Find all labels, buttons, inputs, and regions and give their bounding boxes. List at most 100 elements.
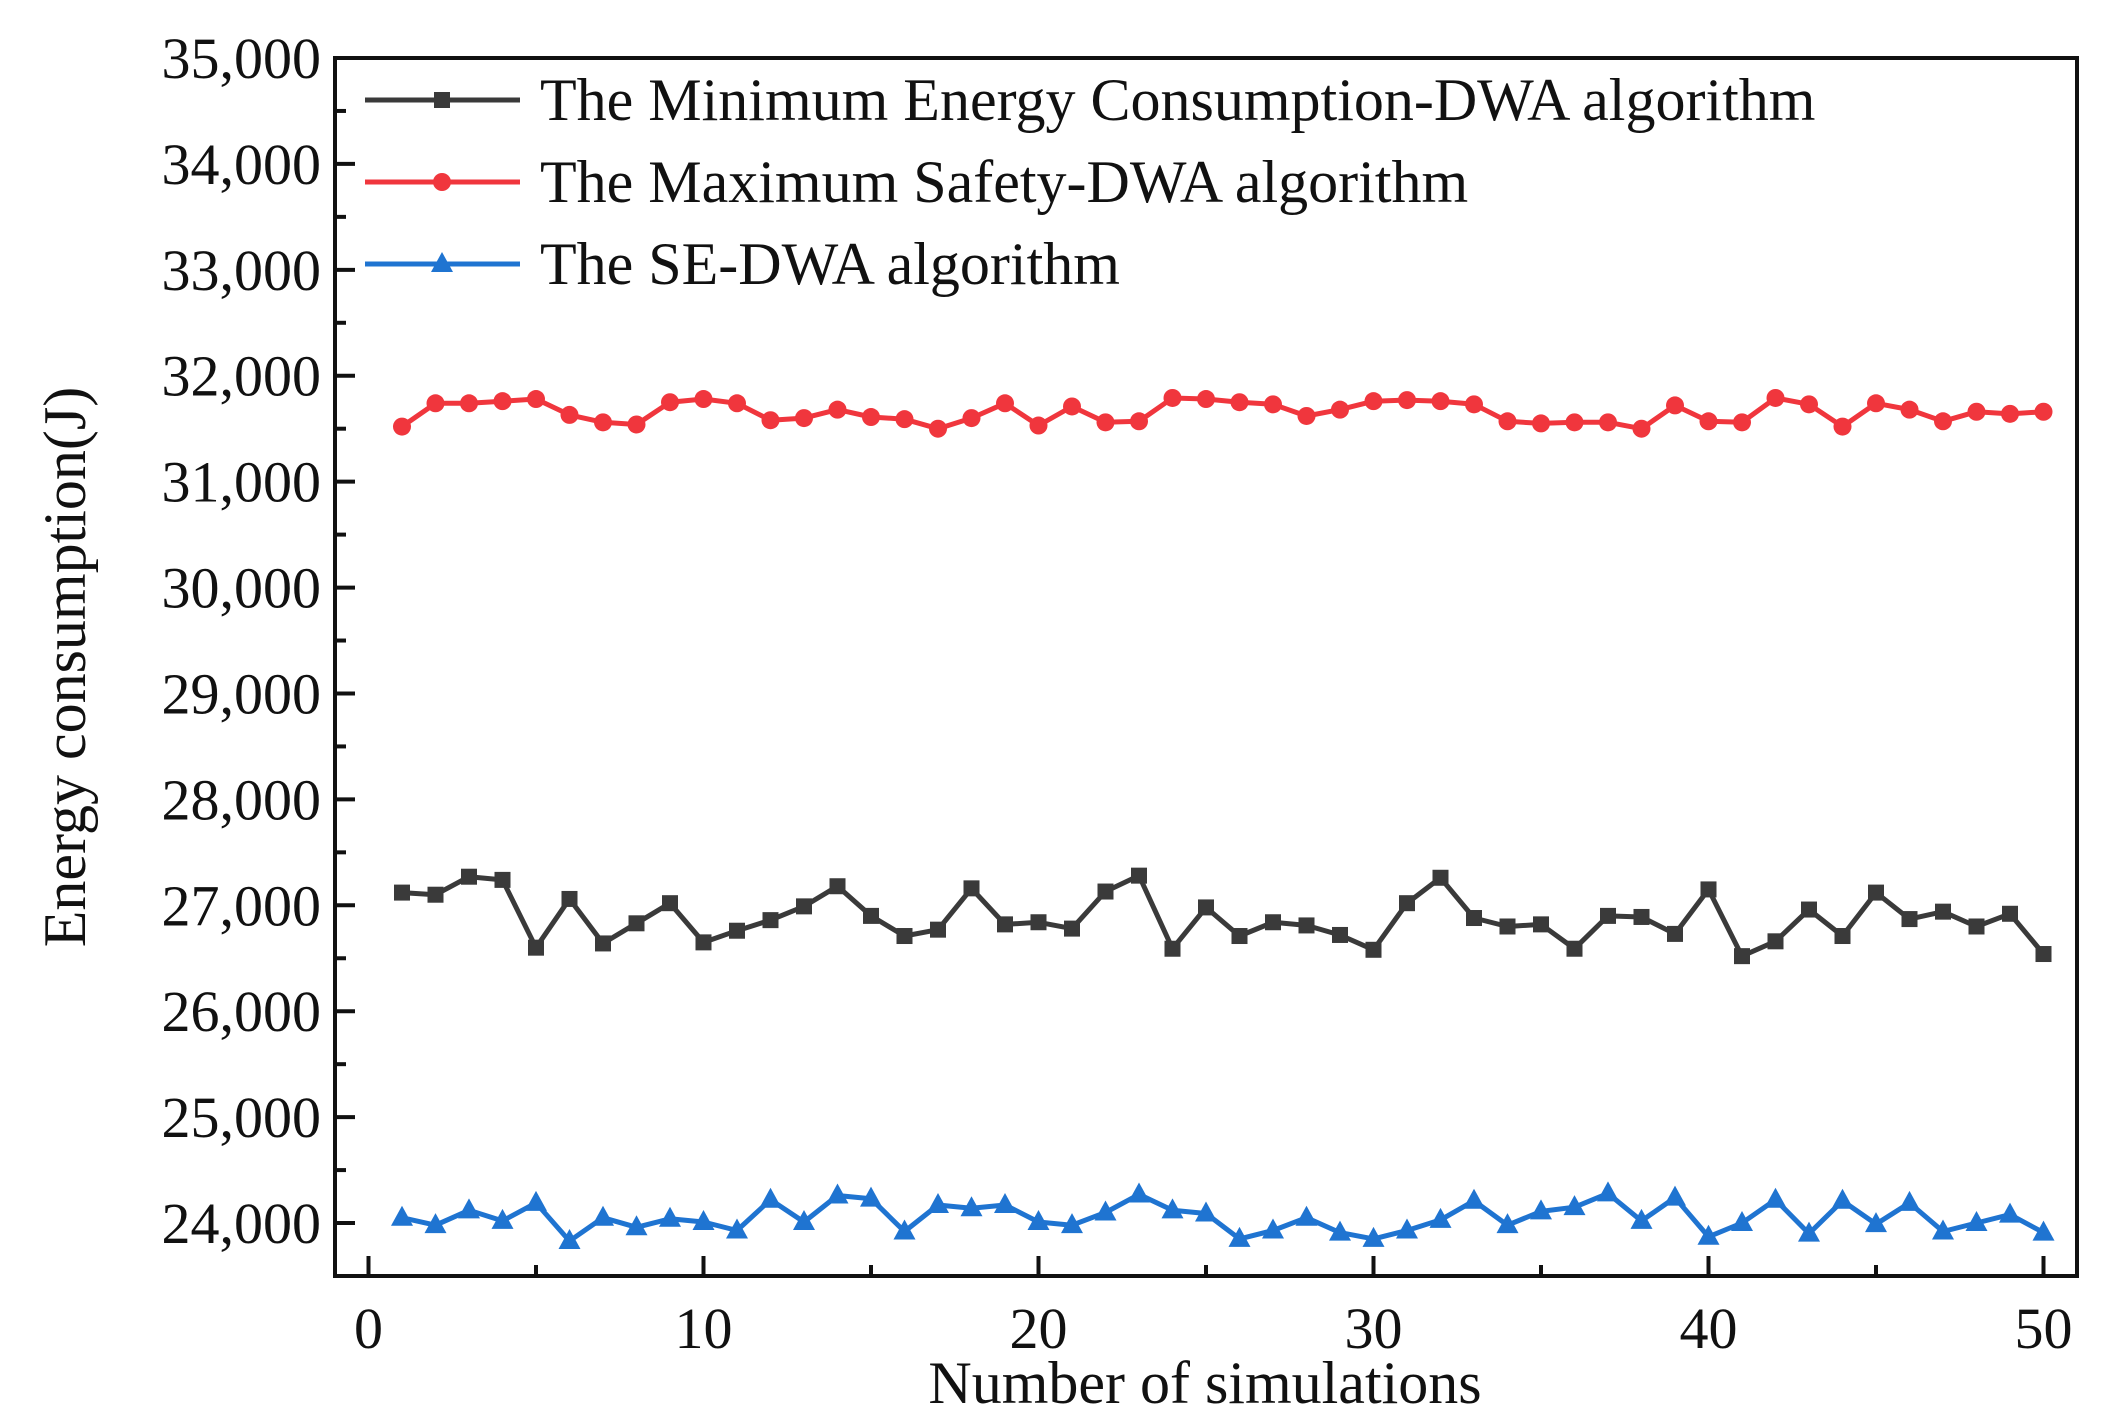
data-point	[1767, 933, 1784, 950]
data-point	[1934, 412, 1952, 431]
data-point	[1362, 1226, 1385, 1247]
data-point	[692, 1209, 715, 1230]
data-point	[595, 935, 611, 952]
data-point	[393, 417, 411, 436]
data-point	[896, 928, 913, 945]
data-point	[1097, 883, 1114, 900]
data-point	[1463, 1188, 1485, 1209]
data-point	[1331, 400, 1349, 419]
data-point	[394, 884, 410, 901]
data-point	[1530, 1199, 1552, 1220]
data-point	[1365, 941, 1382, 958]
data-point	[1733, 413, 1751, 432]
x-tick-label: 20	[1010, 1296, 1068, 1361]
data-point	[1968, 918, 1985, 935]
data-point	[1932, 1219, 1954, 1240]
data-point	[2002, 905, 2018, 922]
data-point	[1064, 920, 1080, 937]
data-point	[1666, 396, 1684, 415]
data-point	[1632, 419, 1651, 438]
data-point	[461, 868, 477, 885]
data-point	[826, 1183, 849, 1204]
data-point	[493, 392, 512, 411]
series-3	[391, 1181, 2055, 1250]
y-tick-label: 27,000	[162, 873, 322, 938]
data-point	[1664, 1185, 1686, 1206]
data-point	[1228, 1226, 1251, 1247]
data-point	[994, 1193, 1016, 1214]
data-point	[929, 419, 947, 438]
x-axis-title: Number of simulations	[928, 1350, 1481, 1416]
data-point	[1030, 914, 1047, 931]
data-point	[427, 886, 444, 903]
data-point	[1161, 1198, 1184, 1219]
series-line	[401, 873, 2046, 959]
data-point	[1834, 928, 1851, 945]
data-point	[2034, 402, 2053, 421]
data-point	[1734, 948, 1750, 965]
data-point	[1533, 916, 1549, 933]
data-point	[491, 1208, 514, 1229]
legend-label: The Maximum Safety-DWA algorithm	[540, 149, 1468, 215]
data-point	[1630, 1208, 1653, 1229]
series-line	[401, 1190, 2045, 1244]
data-point	[1496, 1213, 1519, 1234]
data-point	[1935, 903, 1951, 920]
data-point	[695, 934, 712, 951]
data-point	[1298, 917, 1315, 934]
data-point	[1999, 1202, 2021, 1223]
data-point	[1264, 395, 1282, 414]
data-point	[1332, 926, 1348, 943]
data-point	[1633, 908, 1650, 925]
data-point	[1700, 881, 1717, 898]
y-tick-label: 28,000	[162, 767, 322, 832]
data-point	[1063, 397, 1081, 416]
data-point	[729, 922, 745, 939]
data-point	[1131, 867, 1147, 884]
y-tick-label: 32,000	[162, 344, 322, 409]
legend: The Minimum Energy Consumption-DWA algor…	[365, 67, 1815, 297]
data-point	[1699, 412, 1718, 431]
data-point	[759, 1187, 782, 1208]
y-tick-label: 24,000	[162, 1191, 322, 1256]
data-point	[558, 1229, 581, 1250]
data-point	[726, 1218, 748, 1239]
data-point	[1163, 388, 1182, 407]
data-point	[893, 1219, 916, 1240]
data-point	[627, 415, 646, 434]
data-point	[1130, 412, 1148, 431]
data-point	[960, 1196, 983, 1217]
y-tick-label: 25,000	[162, 1085, 322, 1150]
data-point	[1801, 901, 1817, 918]
data-point	[1198, 899, 1214, 916]
x-tick-label: 30	[1345, 1296, 1403, 1361]
data-point	[661, 393, 679, 412]
data-point	[1499, 918, 1516, 935]
data-point	[2035, 946, 2052, 963]
data-point	[1967, 402, 1986, 421]
legend-marker	[431, 252, 453, 272]
data-point	[1667, 925, 1683, 942]
y-tick-label: 29,000	[162, 661, 322, 726]
data-point	[1265, 914, 1281, 931]
x-tick-label: 10	[675, 1296, 733, 1361]
legend-label: The SE-DWA algorithm	[540, 231, 1120, 297]
data-point	[1262, 1218, 1284, 1239]
legend-item-2: The Maximum Safety-DWA algorithm	[365, 149, 1468, 215]
data-point	[1565, 413, 1584, 432]
data-point	[1096, 413, 1115, 432]
data-point	[1364, 392, 1383, 411]
legend-label: The Minimum Energy Consumption-DWA algor…	[540, 67, 1815, 133]
y-tick-label: 30,000	[162, 556, 322, 621]
x-tick-label: 50	[2015, 1296, 2073, 1361]
data-point	[424, 1213, 447, 1234]
legend-marker	[433, 173, 451, 191]
data-point	[1094, 1200, 1117, 1221]
data-point	[1764, 1187, 1787, 1208]
data-point	[962, 409, 981, 428]
y-tick-label: 26,000	[162, 979, 322, 1044]
data-point	[860, 1186, 882, 1207]
legend-marker	[434, 92, 450, 108]
data-point	[1431, 392, 1450, 411]
data-point	[1901, 911, 1918, 928]
